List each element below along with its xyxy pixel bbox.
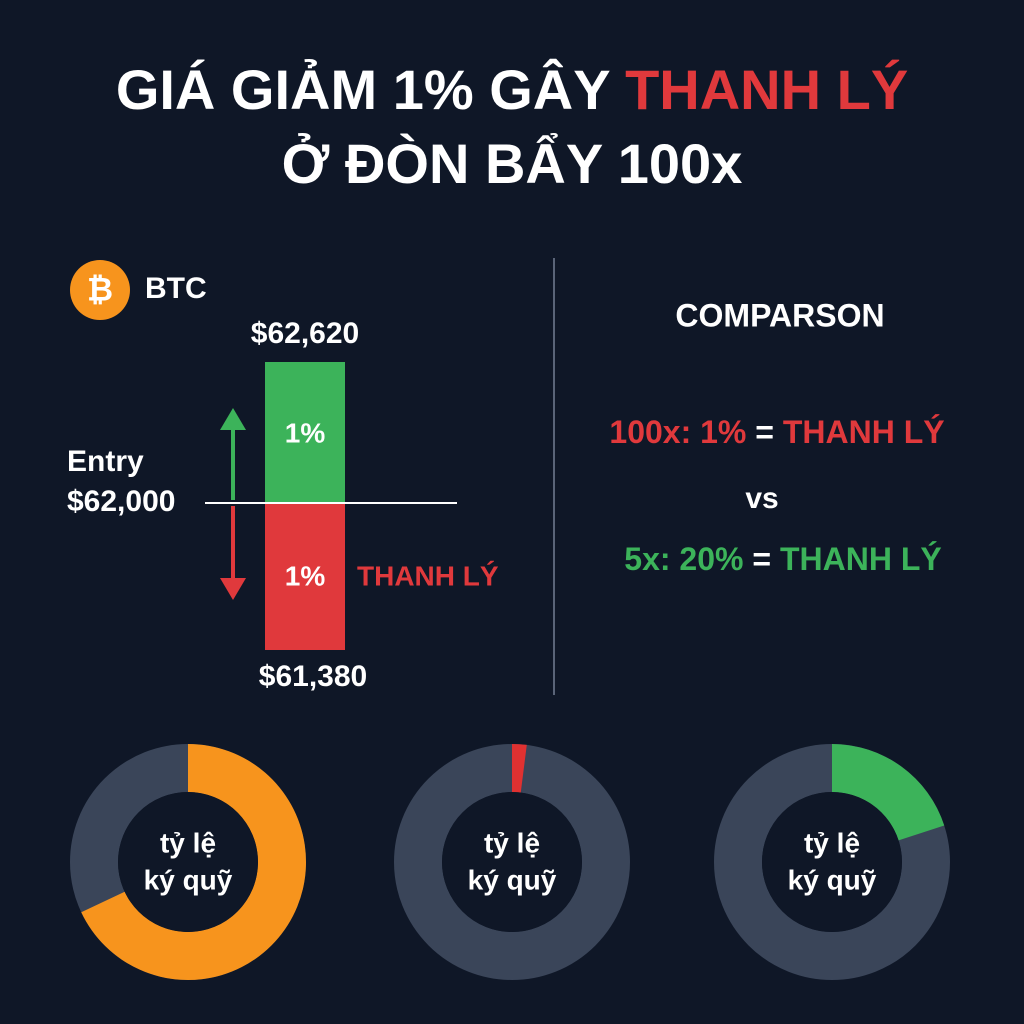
comparison-line2: 5x: 20% = THANH LÝ [624,541,941,577]
high-price: $62,620 [251,317,359,350]
donut-hole [762,792,902,932]
down-arrow-head [220,578,246,600]
comparison-eq: = [752,541,771,577]
donut-segment [512,744,527,793]
donut-group: tỷ lệ ký quỹ tỷ lệ ký quỹ tỷ lệ ký quỹ [70,744,950,980]
title-part: GIÁ GIẢM 1% GÂY [116,58,610,121]
low-price: $61,380 [259,660,367,693]
comparison-left: 100x: 1% [609,414,746,450]
comparison-left: 5x: 20% [624,541,743,577]
donut-label: tỷ lệ [484,827,540,858]
up-pct: 1% [285,417,326,448]
comparison-right: THANH LÝ [780,541,942,577]
comparison-eq: = [755,414,774,450]
donut-label: tỷ lệ [160,827,216,858]
comparison-vs: vs [745,482,778,515]
entry-label: Entry [67,445,144,478]
comparison-title: COMPARSON [675,297,884,333]
comparison-line1: 100x: 1% = THANH LÝ [609,414,944,450]
donut-hole [118,792,258,932]
btc-icon [70,260,130,320]
up-arrow-head [220,408,246,430]
donut-label: tỷ lệ [804,827,860,858]
title-line1: GIÁ GIẢM 1% GÂY THANH LÝ [116,58,908,121]
donut-segment [832,744,945,841]
entry-price: $62,000 [67,485,175,518]
down-pct: 1% [285,560,326,591]
donut-label: ký quỹ [788,864,877,895]
btc-name: BTC [145,272,207,305]
donut-segment [81,744,306,980]
btc-symbol: ₿ [87,271,113,307]
title-highlight: THANH LÝ [625,58,908,121]
comparison-right: THANH LÝ [783,414,945,450]
donut-label: ký quỹ [144,864,233,895]
up-bar [265,362,345,503]
donut-label: ký quỹ [468,864,557,895]
donut-hole [442,792,582,932]
title-line2: Ở ĐÒN BẨY 100x [282,132,743,195]
down-bar [265,503,345,650]
liquidation-label: THANH LÝ [357,560,499,591]
